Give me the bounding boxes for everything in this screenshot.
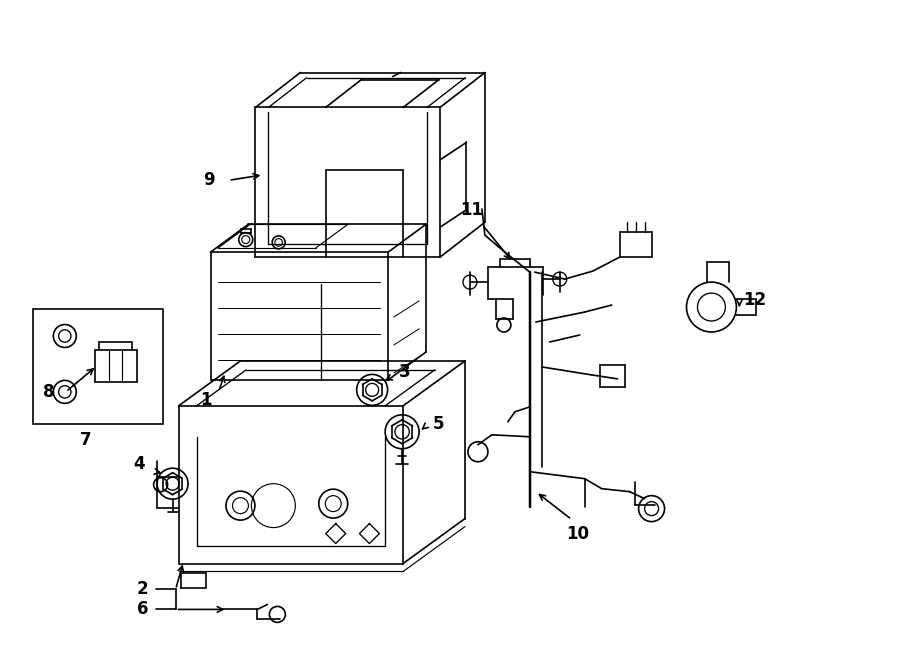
Text: 6: 6 <box>137 600 148 618</box>
Text: 11: 11 <box>461 201 483 219</box>
Text: 10: 10 <box>566 524 590 543</box>
Bar <box>33 309 163 424</box>
Text: 7: 7 <box>80 431 92 449</box>
Text: 3: 3 <box>400 363 411 381</box>
Text: 9: 9 <box>202 171 214 189</box>
Text: 1: 1 <box>200 391 212 409</box>
Text: 4: 4 <box>133 455 145 473</box>
Text: 2: 2 <box>137 581 148 598</box>
Text: 8: 8 <box>43 383 55 401</box>
Text: 5: 5 <box>432 415 444 433</box>
Text: 12: 12 <box>742 291 766 309</box>
